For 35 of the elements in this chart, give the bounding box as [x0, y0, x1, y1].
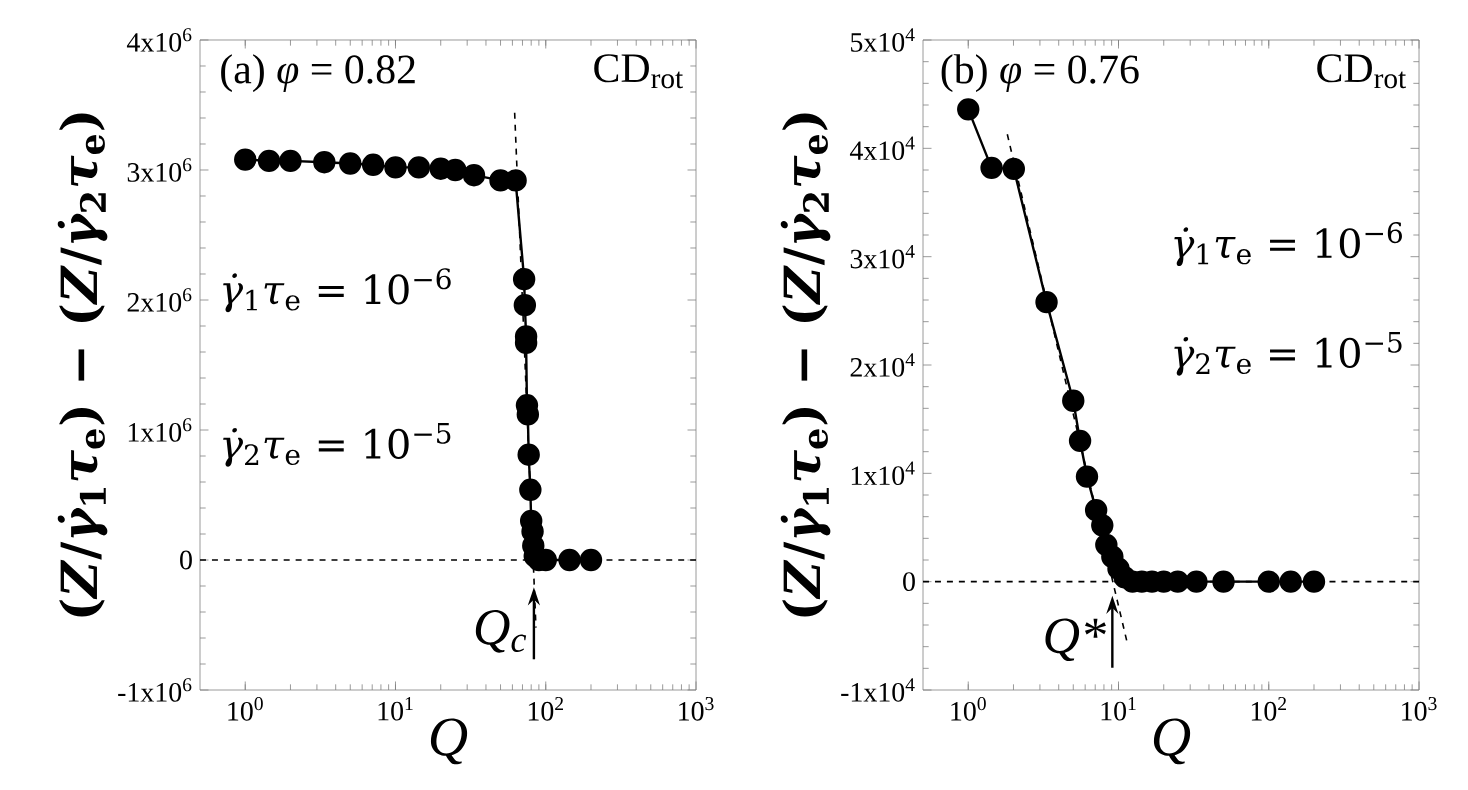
y-tick-label: 2x10$^{4}$ [850, 353, 915, 377]
y-tick-label: 5x10$^{4}$ [851, 28, 915, 52]
annotation: γ̇$_{2}$τ$_{e}$ = 10$^{−5}$ [1174, 332, 1402, 376]
x-tick-label: 10$^{0}$ [951, 697, 986, 721]
y-tick-label: -1x10$^{6}$ [118, 678, 192, 702]
y-tick-label: 3x10$^{6}$ [127, 158, 192, 182]
x-tick-label: 10$^{1}$ [378, 697, 413, 721]
y-tick-label: 2x10$^{6}$ [127, 288, 192, 312]
annotation: (b) φ = 0.76 [941, 54, 1139, 93]
text: (Z/γ̇$_{1}$τ$_{e}$) − (Z/γ̇$_{2}$τ$_{e}$) [57, 113, 108, 617]
x-axis-title: Q [1153, 718, 1191, 765]
y-tick-label: 3x10$^{4}$ [850, 244, 915, 269]
annotation: Q$_{c}$ [475, 609, 527, 653]
y-tick-label: 4x10$^{4}$ [849, 136, 915, 161]
annotation: CD$_{rot}$ [594, 54, 683, 89]
text: (Z/γ̇$_{1}$τ$_{e}$) − (Z/γ̇$_{2}$τ$_{e}$) [780, 113, 831, 617]
x-axis-title: Q [430, 718, 468, 765]
y-tick-label: 4x10$^{6}$ [126, 28, 192, 52]
x-tick-label: 10$^{1}$ [1101, 697, 1136, 721]
annotation: γ̇$_{2}$τ$_{e}$ = 10$^{−5}$ [223, 423, 451, 467]
x-tick-label: 10$^{3}$ [679, 697, 714, 721]
y-tick-label: 0 [903, 572, 915, 592]
x-tick-label: 10$^{2}$ [528, 697, 563, 721]
annotation: γ̇$_{1}$τ$_{e}$ = 10$^{−6}$ [223, 268, 451, 313]
x-tick-label: 10$^{2}$ [1251, 697, 1287, 721]
y-tick-label: 1x10$^{4}$ [851, 461, 915, 486]
annotation: γ̇$_{1}$τ$_{e}$ = 10$^{−6}$ [1174, 222, 1402, 267]
x-tick-label: 10$^{3}$ [1402, 697, 1437, 721]
y-tick-label: -1x10$^{4}$ [841, 678, 915, 702]
annotation: Q* [1045, 618, 1106, 662]
annotation: (a) φ = 0.82 [221, 54, 415, 93]
y-tick-label: 0 [180, 550, 192, 570]
y-tick-label: 1x10$^{6}$ [128, 418, 192, 442]
x-tick-label: 10$^{0}$ [228, 697, 263, 721]
annotation: CD$_{rot}$ [1317, 54, 1407, 89]
